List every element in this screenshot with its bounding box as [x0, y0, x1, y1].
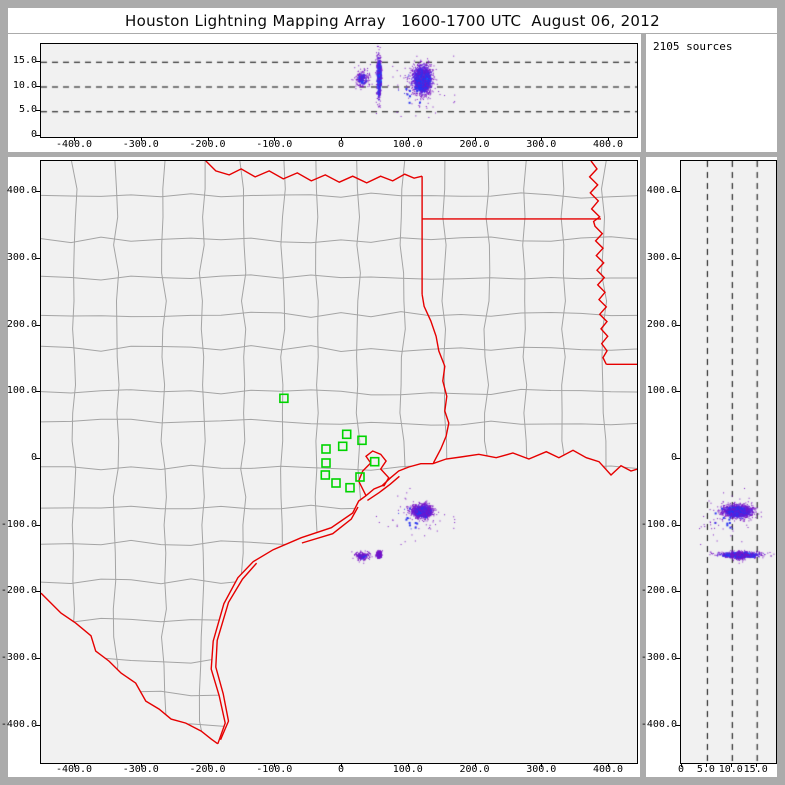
- tick-mark: [676, 591, 680, 593]
- ew-altitude-scatter: [41, 44, 637, 137]
- tick-label: 10.0: [718, 764, 743, 775]
- tick-label: 200.0: [459, 139, 490, 150]
- tick-label: 0: [677, 764, 685, 775]
- tick-label: -400.0: [55, 764, 93, 775]
- tick-label: 200.0: [646, 318, 677, 330]
- tick-label: 15.0: [743, 764, 768, 775]
- tick-mark: [36, 135, 40, 136]
- tick-mark: [36, 658, 40, 660]
- tick-mark: [36, 191, 40, 193]
- tick-mark: [676, 257, 680, 259]
- tick-label: -400.0: [640, 718, 677, 730]
- tick-mark: [140, 763, 142, 767]
- tick-label: -100.0: [256, 764, 293, 775]
- tick-mark: [36, 60, 40, 62]
- ns-altitude-scatter: [681, 161, 776, 763]
- tick-mark: [274, 137, 276, 141]
- tick-mark: [36, 85, 40, 87]
- tick-mark: [541, 137, 543, 141]
- tick-label: 100.0: [6, 385, 37, 397]
- tick-label: 400.0: [592, 764, 624, 775]
- title-bar: Houston Lightning Mapping Array 1600-170…: [8, 8, 777, 33]
- tick-label: 0: [30, 452, 37, 463]
- tick-label: -200.0: [640, 585, 677, 597]
- tick-label: -300.0: [122, 764, 159, 775]
- ns-altitude-plot-area[interactable]: [680, 160, 777, 764]
- tick-label: -300.0: [122, 139, 159, 150]
- tick-mark: [36, 257, 40, 259]
- tick-label: -100.0: [640, 518, 677, 530]
- tick-mark: [36, 324, 40, 326]
- tick-label: 10.0: [12, 79, 37, 91]
- tick-mark: [676, 524, 680, 526]
- tick-mark: [755, 763, 757, 767]
- tick-mark: [140, 137, 142, 141]
- tick-label: 400.0: [592, 139, 624, 150]
- plan-view-plot-area[interactable]: [40, 160, 638, 764]
- tick-mark: [36, 524, 40, 526]
- tick-mark: [341, 763, 342, 767]
- tick-mark: [36, 458, 40, 459]
- tick-label: 5.0: [18, 104, 37, 116]
- tick-mark: [681, 763, 682, 767]
- tick-mark: [676, 391, 680, 393]
- source-count-panel: 2105 sources: [646, 34, 777, 152]
- tick-label: -100.0: [256, 139, 293, 150]
- tick-label: -200.0: [189, 139, 226, 150]
- tick-mark: [74, 137, 75, 141]
- tick-mark: [36, 391, 40, 393]
- source-count-label: 2105 sources: [653, 40, 733, 53]
- tick-mark: [407, 137, 409, 141]
- tick-mark: [36, 591, 40, 593]
- tick-mark: [676, 658, 680, 660]
- tick-label: -300.0: [640, 652, 677, 664]
- tick-label: 200.0: [459, 764, 490, 775]
- tick-label: 5.0: [696, 764, 715, 775]
- ew-altitude-plot-area[interactable]: [40, 43, 638, 138]
- tick-mark: [207, 763, 209, 767]
- tick-mark: [474, 763, 476, 767]
- tick-mark: [730, 763, 732, 767]
- tick-label: 300.0: [646, 251, 677, 263]
- tick-label: -400.0: [0, 718, 37, 730]
- plan-view-scatter: [41, 161, 637, 763]
- tick-mark: [676, 324, 680, 326]
- tick-mark: [705, 763, 707, 767]
- tick-label: -100.0: [0, 518, 37, 530]
- tick-mark: [474, 137, 476, 141]
- tick-label: 300.0: [526, 764, 557, 775]
- tick-mark: [36, 724, 40, 726]
- tick-label: 0: [30, 129, 37, 140]
- tick-label: 300.0: [6, 251, 37, 263]
- tick-label: 200.0: [6, 318, 37, 330]
- tick-mark: [74, 763, 75, 767]
- tick-label: 15.0: [12, 54, 37, 66]
- tick-label: -200.0: [0, 585, 37, 597]
- tick-label: 400.0: [6, 185, 37, 197]
- tick-mark: [274, 763, 276, 767]
- tick-mark: [407, 763, 409, 767]
- tick-mark: [341, 137, 342, 141]
- tick-label: 100.0: [646, 385, 677, 397]
- tick-mark: [608, 763, 609, 767]
- tick-label: 100.0: [392, 764, 423, 775]
- tick-mark: [36, 110, 40, 112]
- tick-label: -300.0: [0, 652, 37, 664]
- tick-label: 0: [670, 452, 677, 463]
- tick-mark: [541, 763, 543, 767]
- tick-label: -400.0: [55, 139, 93, 150]
- tick-label: 300.0: [526, 139, 557, 150]
- tick-label: 0: [337, 139, 345, 150]
- tick-mark: [608, 137, 609, 141]
- page-title: Houston Lightning Mapping Array 1600-170…: [125, 11, 660, 30]
- tick-mark: [676, 724, 680, 726]
- tick-label: 0: [337, 764, 345, 775]
- tick-mark: [676, 191, 680, 193]
- tick-label: 400.0: [646, 185, 677, 197]
- tick-label: 100.0: [392, 139, 423, 150]
- tick-mark: [207, 137, 209, 141]
- tick-label: -200.0: [189, 764, 226, 775]
- tick-mark: [676, 458, 680, 459]
